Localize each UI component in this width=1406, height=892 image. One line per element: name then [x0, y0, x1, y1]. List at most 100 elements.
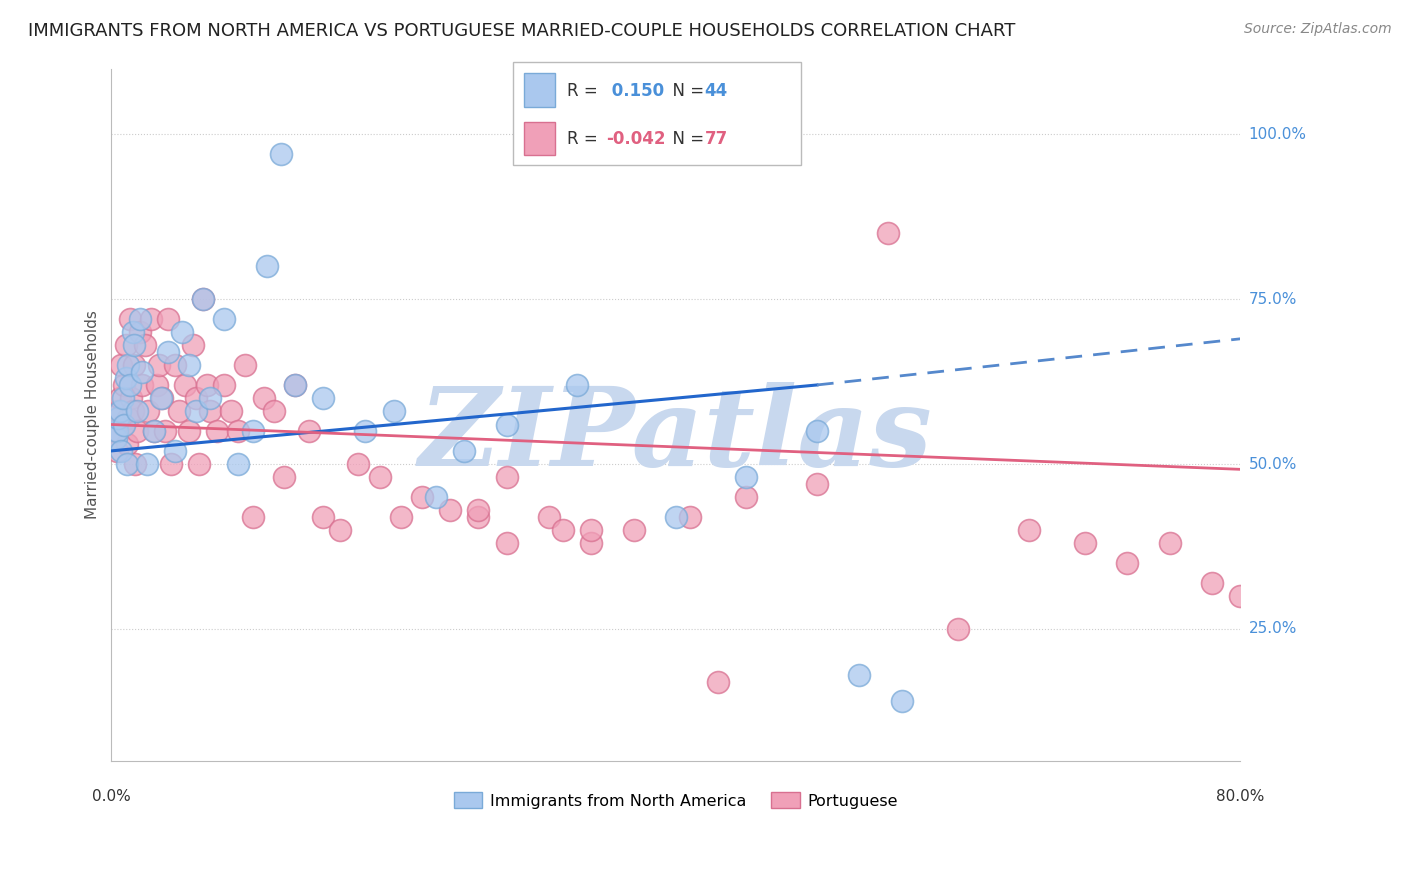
Point — [579, 523, 602, 537]
Point — [195, 378, 218, 392]
Point — [121, 404, 143, 418]
Point — [128, 312, 150, 326]
Point — [1116, 556, 1139, 570]
Point — [329, 523, 352, 537]
Point — [148, 358, 170, 372]
Point — [153, 424, 176, 438]
Point — [495, 417, 517, 432]
Point — [114, 371, 136, 385]
Point — [1018, 523, 1040, 537]
Point — [136, 404, 159, 418]
Point — [707, 674, 730, 689]
Point — [537, 509, 560, 524]
Text: N =: N = — [662, 82, 710, 100]
Point — [256, 260, 278, 274]
Point — [118, 378, 141, 392]
Point — [425, 490, 447, 504]
Point — [111, 417, 134, 432]
Point — [207, 424, 229, 438]
Point — [167, 404, 190, 418]
Point — [946, 622, 969, 636]
Point — [115, 457, 138, 471]
Text: N =: N = — [662, 130, 710, 148]
Point — [131, 378, 153, 392]
Point — [159, 457, 181, 471]
Text: R =: R = — [567, 82, 603, 100]
Point — [139, 312, 162, 326]
Point — [170, 325, 193, 339]
Point — [679, 509, 702, 524]
Text: 0.150: 0.150 — [606, 82, 664, 100]
Point — [107, 411, 129, 425]
Point — [120, 391, 142, 405]
Point — [354, 424, 377, 438]
Point — [495, 536, 517, 550]
Point — [1201, 575, 1223, 590]
Point — [467, 509, 489, 524]
Point — [177, 358, 200, 372]
Point — [149, 391, 172, 405]
Point — [110, 358, 132, 372]
Point — [150, 391, 173, 405]
Point — [1229, 589, 1251, 603]
Point — [191, 292, 214, 306]
Point — [198, 404, 221, 418]
Point — [467, 503, 489, 517]
Point — [453, 443, 475, 458]
Point — [806, 424, 828, 438]
Point — [347, 457, 370, 471]
Point — [118, 312, 141, 326]
Point — [665, 509, 688, 524]
Point — [848, 668, 870, 682]
Point — [439, 503, 461, 517]
Point — [145, 378, 167, 392]
Point — [221, 404, 243, 418]
Point — [142, 424, 165, 438]
Point — [117, 411, 139, 425]
Point — [124, 457, 146, 471]
Point — [110, 443, 132, 458]
Point — [156, 345, 179, 359]
Point — [284, 378, 307, 392]
Text: 80.0%: 80.0% — [1216, 789, 1264, 804]
Point — [214, 378, 236, 392]
Point — [235, 358, 257, 372]
Text: -0.042: -0.042 — [606, 130, 665, 148]
Point — [579, 536, 602, 550]
Point — [163, 358, 186, 372]
Point — [411, 490, 433, 504]
Point — [105, 443, 128, 458]
Point — [187, 457, 209, 471]
Point — [890, 694, 912, 708]
Point — [125, 404, 148, 418]
Point — [104, 424, 127, 438]
Point — [122, 358, 145, 372]
Point — [565, 378, 588, 392]
Text: ZIPatlas: ZIPatlas — [419, 382, 932, 489]
Point — [156, 312, 179, 326]
Point — [114, 338, 136, 352]
Point — [273, 470, 295, 484]
Point — [122, 338, 145, 352]
Point — [876, 227, 898, 241]
Point — [253, 391, 276, 405]
Point — [298, 424, 321, 438]
Point — [112, 417, 135, 432]
Point — [312, 391, 335, 405]
Point — [806, 476, 828, 491]
Point — [121, 325, 143, 339]
Point — [623, 523, 645, 537]
Point — [368, 470, 391, 484]
Point — [214, 312, 236, 326]
Point — [284, 378, 307, 392]
Point — [495, 470, 517, 484]
Point — [382, 404, 405, 418]
Point — [125, 424, 148, 438]
Point — [117, 358, 139, 372]
Legend: Immigrants from North America, Portuguese: Immigrants from North America, Portugues… — [447, 786, 904, 815]
Point — [104, 431, 127, 445]
Point — [115, 437, 138, 451]
Text: Source: ZipAtlas.com: Source: ZipAtlas.com — [1244, 22, 1392, 37]
Point — [1074, 536, 1097, 550]
Point — [135, 457, 157, 471]
